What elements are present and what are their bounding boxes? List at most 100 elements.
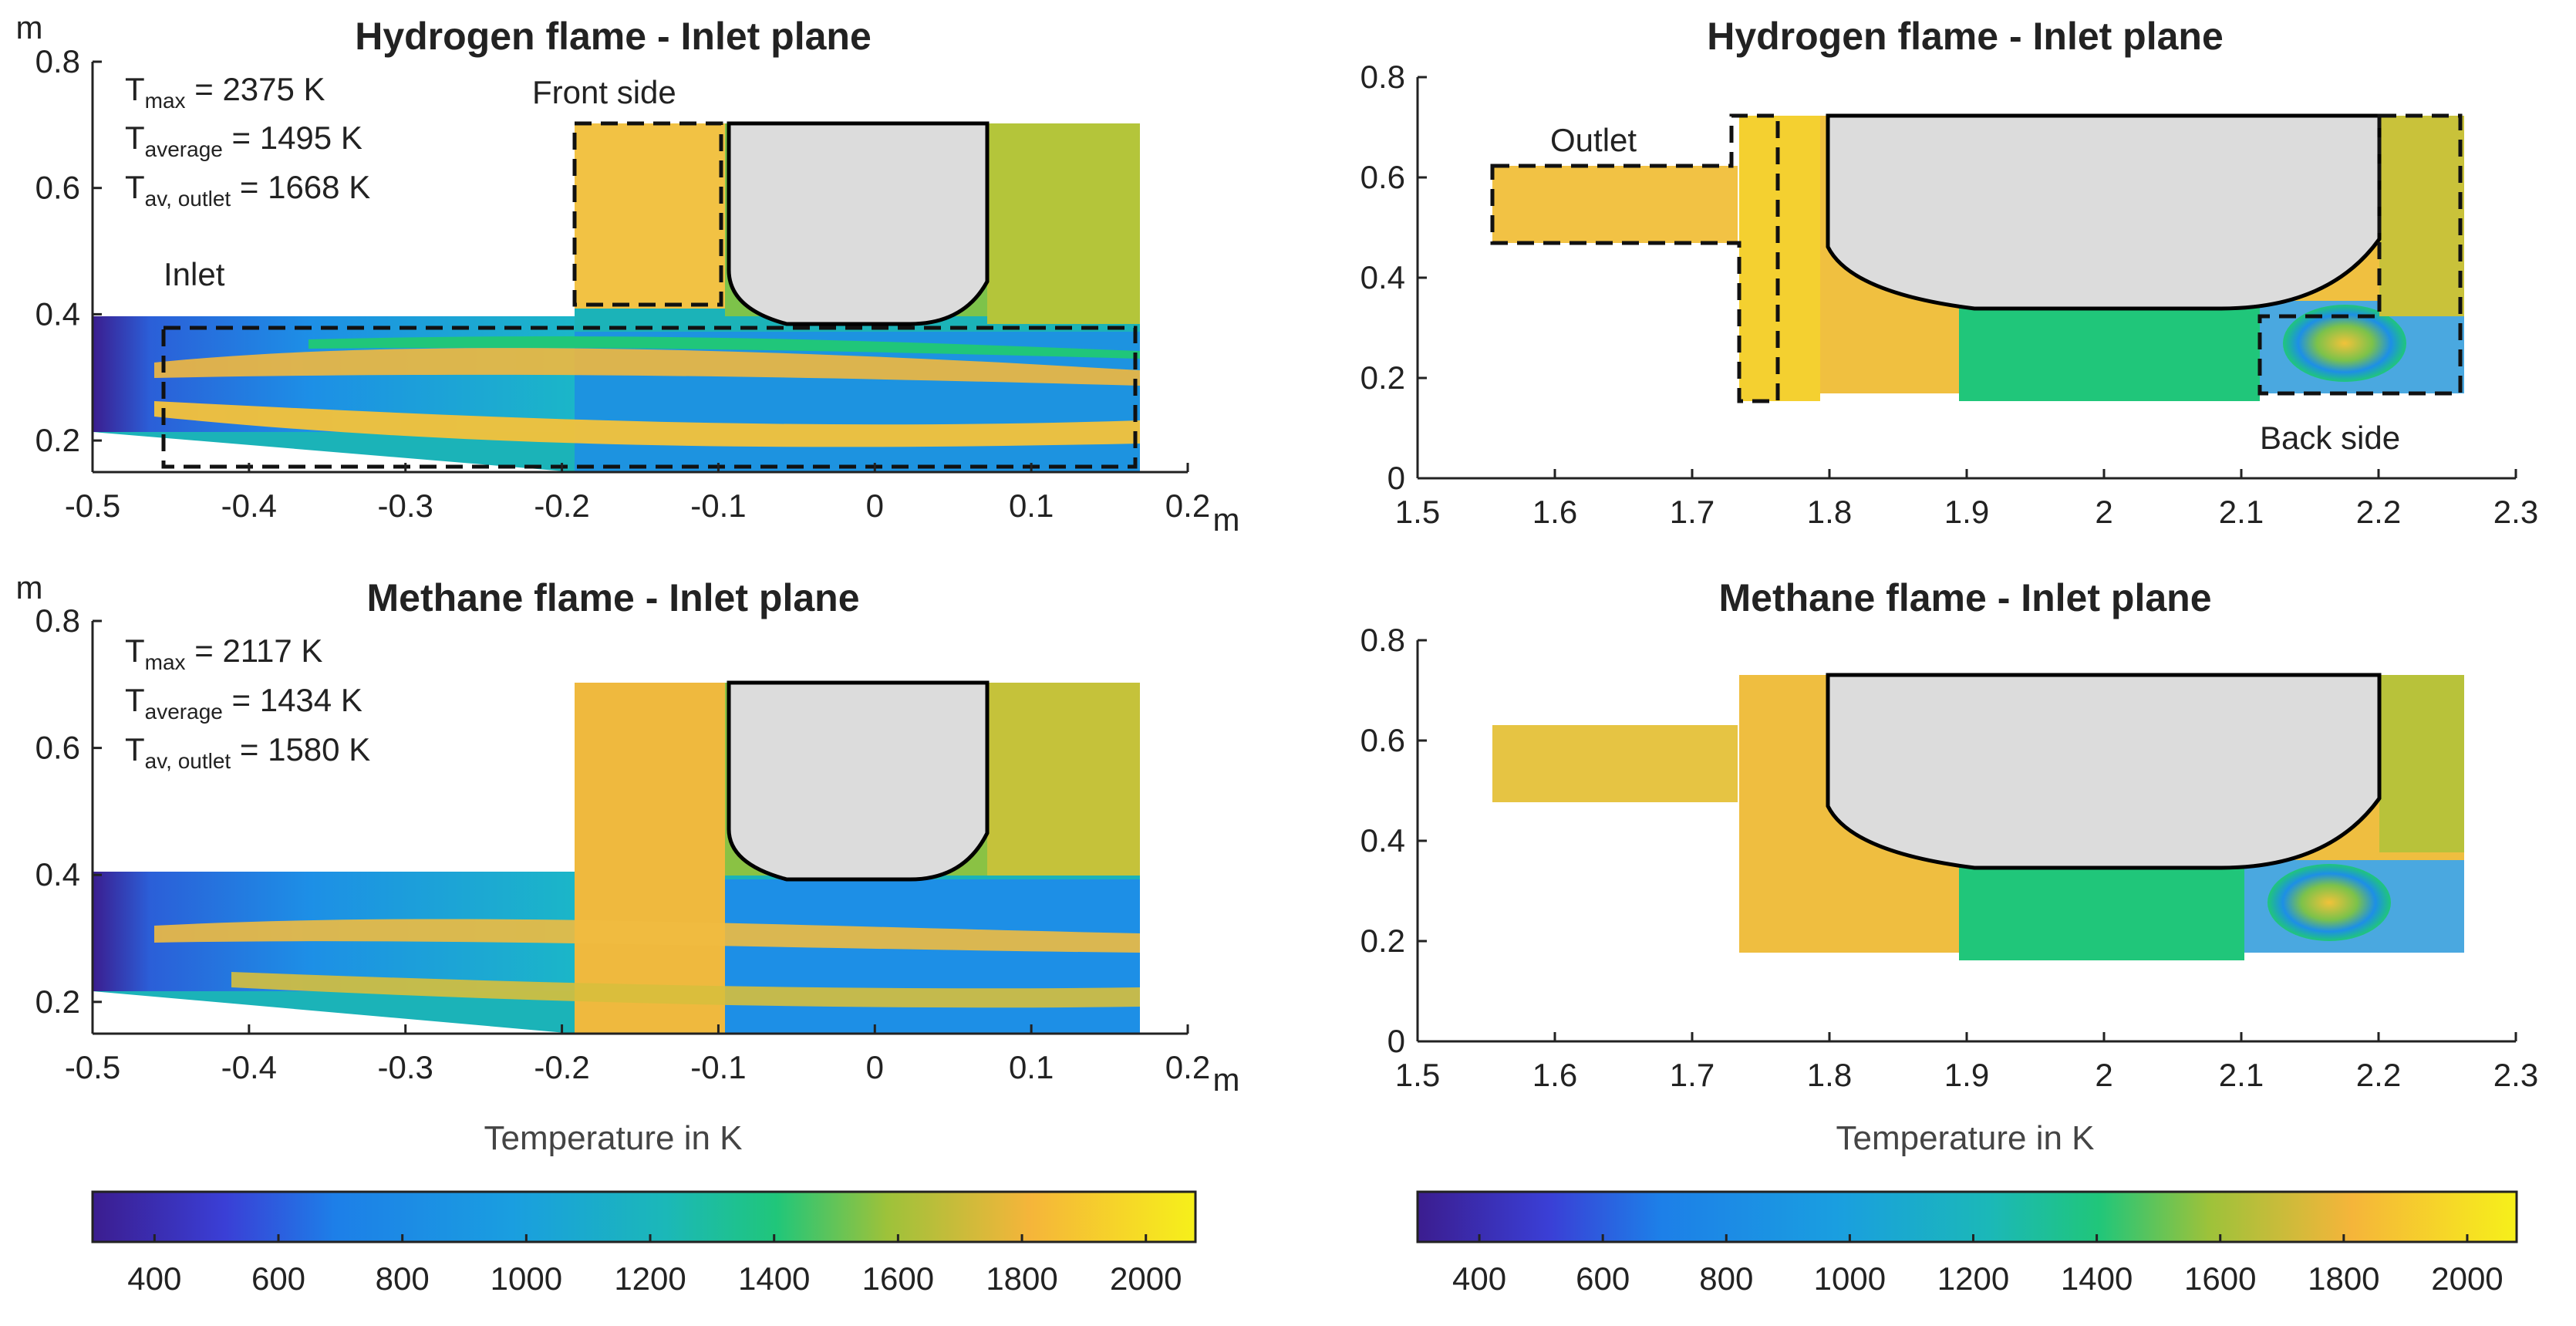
- x-axis: 1.5 1.6 1.7 1.8 1.9 2 2.1 2.2 2.3: [1395, 1032, 2538, 1093]
- x-tick-label: 1.6: [1532, 494, 1577, 530]
- x-tick-label: 1.7: [1670, 1057, 1715, 1093]
- body-obstacle: [1826, 113, 2382, 311]
- x-tick-label: 0.1: [1009, 488, 1054, 524]
- y-tick-label: 0: [1387, 1023, 1405, 1059]
- panel-methane-right: Methane flame - Inlet plane 1.5 1.6 1.7 1.8…: [1360, 576, 2539, 1297]
- swirl: [2267, 864, 2391, 941]
- colorbar-tick-label: 1400: [738, 1260, 810, 1297]
- right-column: [2379, 116, 2464, 316]
- body-obstacle: [1826, 673, 2382, 870]
- colorbar-tick-label: 400: [127, 1260, 181, 1297]
- x-tick-label: 0.2: [1165, 1049, 1210, 1085]
- chart-title: Methane flame - Inlet plane: [1718, 576, 2211, 619]
- y-tick-label: 0.8: [1360, 59, 1405, 95]
- y-tick-label: 0.6: [35, 170, 80, 206]
- y-axis: 0 0.2 0.4 0.6 0.8: [1360, 59, 1427, 496]
- colorbar-tick-label: 1800: [2308, 1260, 2379, 1297]
- y-tick-label: 0.8: [35, 43, 80, 79]
- hot-band: [154, 401, 1140, 447]
- upper-right-flow: [987, 123, 1140, 324]
- temperature-stats: Tmax = 2375 K Taverage = 1495 K Tav, out…: [125, 71, 370, 211]
- x-tick-label: 1.8: [1807, 1057, 1852, 1093]
- y-axis-unit: m: [16, 9, 43, 46]
- colorbar-ticks: 400 600 800 1000 1200 1400 1600 1800 2000: [127, 1234, 1182, 1297]
- hot-band: [231, 972, 1140, 1008]
- stat-tmax: Tmax = 2117 K: [125, 633, 322, 674]
- stat-tav-outlet: Tav, outlet = 1668 K: [125, 169, 370, 211]
- colorbar-tick-label: 2000: [2431, 1260, 2503, 1297]
- chart-title: Hydrogen flame - Inlet plane: [1707, 15, 2224, 58]
- colorbar-tick-label: 1000: [1814, 1260, 1886, 1297]
- y-tick-label: 0.4: [35, 856, 80, 892]
- x-tick-label: 2.3: [2493, 494, 2538, 530]
- outlet-region: [1490, 113, 1780, 403]
- front-side-zone: [575, 123, 725, 309]
- x-tick-label: 1.7: [1670, 494, 1715, 530]
- annotation-back-side: Back side: [2260, 420, 2400, 456]
- x-tick-label: 2.2: [2356, 494, 2401, 530]
- green-zone: [1959, 864, 2244, 960]
- outlet-duct: [1492, 725, 1738, 802]
- temperature-field: [1492, 673, 2464, 960]
- x-tick-label: 1.9: [1944, 494, 1989, 530]
- x-axis-unit: m: [1213, 501, 1240, 538]
- x-tick-label: 2.3: [2493, 1057, 2538, 1093]
- y-tick-label: 0.8: [35, 602, 80, 639]
- y-axis: 0.2 0.4 0.6 0.8: [35, 43, 102, 472]
- inlet-region: [161, 326, 1138, 469]
- x-tick-label: 2.2: [2356, 1057, 2401, 1093]
- y-tick-label: 0.6: [1360, 159, 1405, 195]
- x-tick-label: 0: [866, 488, 884, 524]
- colorbar: [91, 1190, 1197, 1243]
- y-tick-label: 0.2: [35, 422, 80, 458]
- x-tick-label: 2.1: [2219, 1057, 2264, 1093]
- chart-title: Hydrogen flame - Inlet plane: [355, 15, 872, 58]
- x-tick-label: 0: [866, 1049, 884, 1085]
- x-tick-label: 1.6: [1532, 1057, 1577, 1093]
- y-tick-label: 0.4: [1360, 259, 1405, 295]
- annotation-outlet: Outlet: [1550, 122, 1637, 158]
- x-tick-label: -0.3: [378, 1049, 433, 1085]
- colorbar-tick-label: 2000: [1110, 1260, 1182, 1297]
- outlet-duct: [1492, 166, 1738, 243]
- y-axis-unit: m: [16, 569, 43, 606]
- x-tick-label: -0.5: [65, 1049, 120, 1085]
- colorbar-tick-label: 600: [1576, 1260, 1630, 1297]
- y-tick-label: 0.2: [35, 984, 80, 1020]
- x-tick-label: 1.5: [1395, 1057, 1440, 1093]
- y-tick-label: 0: [1387, 460, 1405, 496]
- x-tick-label: -0.4: [221, 1049, 277, 1085]
- stat-tav-outlet: Tav, outlet = 1580 K: [125, 731, 370, 773]
- colorbar-tick-label: 1600: [862, 1260, 934, 1297]
- y-tick-label: 0.2: [1360, 359, 1405, 396]
- colorbar-tick-label: 1200: [1937, 1260, 2009, 1297]
- x-tick-label: -0.2: [534, 488, 589, 524]
- colorbar-tick-label: 1600: [2184, 1260, 2256, 1297]
- annotation-inlet: Inlet: [164, 256, 225, 292]
- annotation-front-side: Front side: [532, 74, 676, 110]
- temperature-field: [1492, 113, 2464, 401]
- green-band: [309, 336, 1140, 359]
- y-axis: 0 0.2 0.4 0.6 0.8: [1360, 622, 1427, 1059]
- x-tick-label: 1.5: [1395, 494, 1440, 530]
- temperature-field: [93, 680, 1140, 1034]
- x-tick-label: 2: [2095, 1057, 2112, 1093]
- colorbar-tick-label: 800: [376, 1260, 430, 1297]
- temperature-field: [93, 121, 1140, 472]
- stat-tmax: Tmax = 2375 K: [125, 71, 325, 113]
- x-tick-label: -0.4: [221, 488, 277, 524]
- y-tick-label: 0.6: [35, 730, 80, 766]
- x-tick-label: -0.2: [534, 1049, 589, 1085]
- swirl: [2283, 305, 2406, 382]
- front-side-region: [572, 121, 723, 307]
- lower-flow: [725, 879, 1140, 1034]
- y-tick-label: 0.4: [1360, 822, 1405, 859]
- x-tick-label: -0.3: [378, 488, 433, 524]
- panel-hydrogen-left: Hydrogen flame - Inlet plane m m -0.5 -0.…: [16, 9, 1240, 538]
- panel-methane-left: Methane flame - Inlet plane m m -0.5 -0.4…: [16, 569, 1240, 1297]
- x-tick-label: 1.9: [1944, 1057, 1989, 1093]
- temperature-stats: Tmax = 2117 K Taverage = 1434 K Tav, out…: [125, 633, 370, 773]
- green-zone: [1959, 301, 2260, 401]
- x-tick-label: -0.1: [690, 488, 746, 524]
